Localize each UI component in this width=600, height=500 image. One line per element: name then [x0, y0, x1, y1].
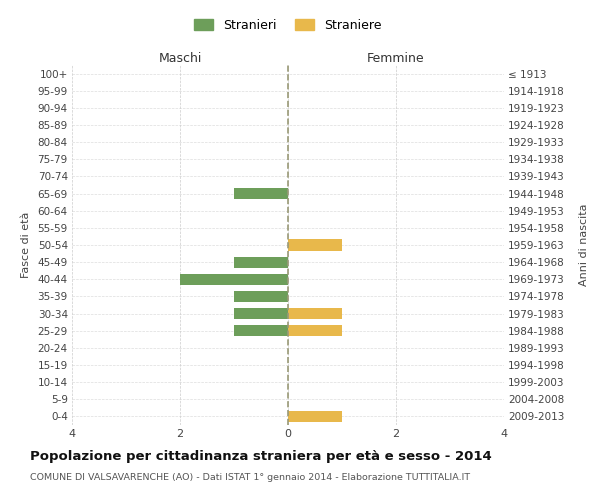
- Bar: [288, 411, 342, 422]
- Text: Maschi: Maschi: [158, 52, 202, 65]
- Bar: [180, 274, 288, 285]
- Y-axis label: Fasce di età: Fasce di età: [20, 212, 31, 278]
- Bar: [234, 188, 288, 199]
- Bar: [234, 256, 288, 268]
- Bar: [234, 308, 288, 319]
- Legend: Stranieri, Straniere: Stranieri, Straniere: [190, 14, 386, 36]
- Text: Popolazione per cittadinanza straniera per età e sesso - 2014: Popolazione per cittadinanza straniera p…: [30, 450, 492, 463]
- Y-axis label: Anni di nascita: Anni di nascita: [579, 204, 589, 286]
- Bar: [234, 325, 288, 336]
- Bar: [234, 291, 288, 302]
- Text: COMUNE DI VALSAVARENCHE (AO) - Dati ISTAT 1° gennaio 2014 - Elaborazione TUTTITA: COMUNE DI VALSAVARENCHE (AO) - Dati ISTA…: [30, 472, 470, 482]
- Bar: [288, 240, 342, 250]
- Bar: [288, 308, 342, 319]
- Bar: [288, 325, 342, 336]
- Text: Femmine: Femmine: [367, 52, 425, 65]
